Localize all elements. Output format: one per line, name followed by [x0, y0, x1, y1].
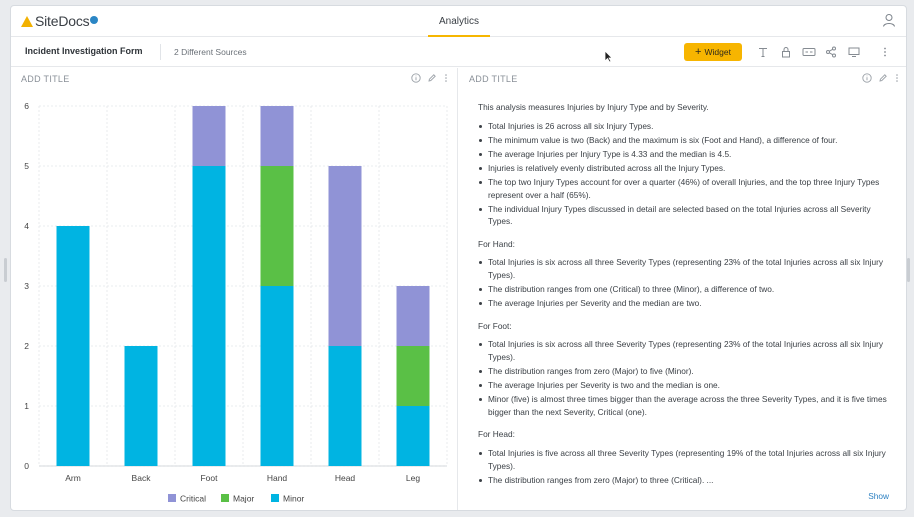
bar-major-hand	[260, 166, 294, 286]
show-more-link[interactable]: Show	[868, 491, 889, 501]
list-item: The average Injuries per Injury Type is …	[478, 148, 892, 161]
bar-minor-head	[328, 346, 362, 466]
x-tick-label: Hand	[267, 473, 288, 483]
y-tick-label: 0	[24, 461, 29, 471]
list-item: The top two Injury Types account for ove…	[478, 176, 892, 201]
mouse-cursor-icon	[604, 50, 613, 63]
top-bar: SiteDocs Analytics	[11, 6, 906, 37]
x-tick-label: Head	[335, 473, 356, 483]
left-resize-handle[interactable]	[4, 258, 7, 282]
x-tick-label: Leg	[406, 473, 420, 483]
bar-minor-leg	[396, 406, 430, 466]
x-tick-label: Back	[132, 473, 152, 483]
sources-label[interactable]: 2 Different Sources	[174, 47, 247, 57]
injuries-stacked-bar-chart: 0 1 2 3 4 5 6 Arm Back Foot Hand Head Leg Critical Maj…	[24, 101, 448, 504]
analysis-widget-actions	[862, 73, 900, 83]
right-resize-handle[interactable]	[907, 258, 910, 282]
caption-icon[interactable]	[802, 46, 816, 58]
list-item: The distribution ranges from zero (Major…	[478, 365, 892, 378]
bar-minor-back	[124, 346, 158, 466]
y-tick-label: 2	[24, 341, 29, 351]
y-tick-label: 5	[24, 161, 29, 171]
list-item: Injuries is relatively evenly distribute…	[478, 162, 892, 175]
chart-widget-actions	[411, 73, 449, 83]
list-item: Total Injuries is six across all three S…	[478, 338, 892, 363]
legend-label-major: Major	[233, 494, 254, 504]
chart-widget-title[interactable]: ADD TITLE	[21, 74, 70, 84]
tab-analytics[interactable]: Analytics	[428, 6, 490, 37]
bar-minor-hand	[260, 286, 294, 466]
list-item: Total Injuries is six across all three S…	[478, 256, 892, 281]
more-vertical-icon[interactable]	[443, 73, 449, 83]
toolbar-divider	[160, 44, 161, 60]
bar-minor-arm	[56, 226, 90, 466]
form-title[interactable]: Incident Investigation Form	[25, 46, 143, 56]
list-item: The average Injuries per Severity is two…	[478, 379, 892, 392]
legend-swatch-minor	[271, 494, 279, 502]
sitedocs-logo[interactable]: SiteDocs	[21, 13, 99, 29]
bar-critical-leg	[396, 286, 430, 346]
legend-label-minor: Minor	[283, 494, 304, 504]
list-item: The average Injuries per Severity and th…	[478, 297, 892, 310]
x-tick-label: Arm	[65, 473, 81, 483]
list-item: The individual Injury Types discussed in…	[478, 203, 892, 228]
list-item: Total Injuries is five across all three …	[478, 447, 892, 472]
analysis-intro: This analysis measures Injuries by Injur…	[478, 102, 709, 112]
text-icon[interactable]	[757, 46, 769, 58]
list-item: The minimum value is two (Back) and the …	[478, 134, 892, 147]
bar-critical-hand	[260, 106, 294, 166]
lock-icon[interactable]	[780, 46, 792, 58]
bar-major-leg	[396, 346, 430, 406]
analysis-text: This analysis measures Injuries by Injur…	[478, 101, 892, 488]
app-window: SiteDocs Analytics Incident Investigatio…	[10, 5, 907, 511]
analysis-widget-title[interactable]: ADD TITLE	[469, 74, 518, 84]
list-item: Total Injuries is 26 across all six Inju…	[478, 120, 892, 133]
y-tick-label: 1	[24, 401, 29, 411]
more-vertical-icon[interactable]	[894, 73, 900, 83]
user-icon[interactable]	[882, 13, 896, 32]
y-tick-label: 6	[24, 101, 29, 111]
section-heading-foot: For Foot:	[478, 320, 512, 331]
y-tick-label: 4	[24, 221, 29, 231]
monitor-icon[interactable]	[848, 46, 860, 58]
section-heading-hand: For Hand:	[478, 238, 515, 249]
list-item: The distribution ranges from zero (Major…	[478, 474, 892, 487]
share-icon[interactable]	[825, 46, 837, 58]
edit-pencil-icon[interactable]	[878, 73, 888, 83]
chart-widget[interactable]: ADD TITLE 0 1 2 3 4 5 6 Arm Back Foot Hand Head Leg C…	[11, 68, 458, 510]
widget-button-label: Widget	[704, 47, 731, 57]
x-tick-label: Foot	[200, 473, 218, 483]
add-widget-button[interactable]: + Widget	[684, 43, 742, 61]
dashboard-toolbar: Incident Investigation Form 2 Different …	[11, 37, 906, 67]
list-item: The distribution ranges from one (Critic…	[478, 283, 892, 296]
y-tick-label: 3	[24, 281, 29, 291]
summary-list: Total Injuries is 26 across all six Inju…	[478, 120, 892, 228]
head-list: Total Injuries is five across all three …	[478, 447, 892, 486]
hand-list: Total Injuries is six across all three S…	[478, 256, 892, 309]
legend-swatch-critical	[168, 494, 176, 502]
more-vertical-icon[interactable]	[879, 46, 891, 58]
legend-label-critical: Critical	[180, 494, 206, 504]
bar-minor-foot	[192, 166, 226, 466]
legend-swatch-major	[221, 494, 229, 502]
info-icon[interactable]	[862, 73, 872, 83]
bar-critical-foot	[192, 106, 226, 166]
section-heading-head: For Head:	[478, 429, 515, 440]
logo-triangle-icon	[21, 15, 33, 27]
list-item: Minor (five) is almost three times bigge…	[478, 393, 892, 418]
edit-pencil-icon[interactable]	[427, 73, 437, 83]
logo-text: SiteDocs	[35, 13, 90, 29]
logo-dot-icon	[90, 16, 99, 24]
info-icon[interactable]	[411, 73, 421, 83]
plus-icon: +	[695, 46, 702, 58]
bar-critical-head	[328, 166, 362, 346]
analysis-widget[interactable]: ADD TITLE This analysis measures Injurie…	[459, 68, 906, 510]
foot-list: Total Injuries is six across all three S…	[478, 338, 892, 418]
